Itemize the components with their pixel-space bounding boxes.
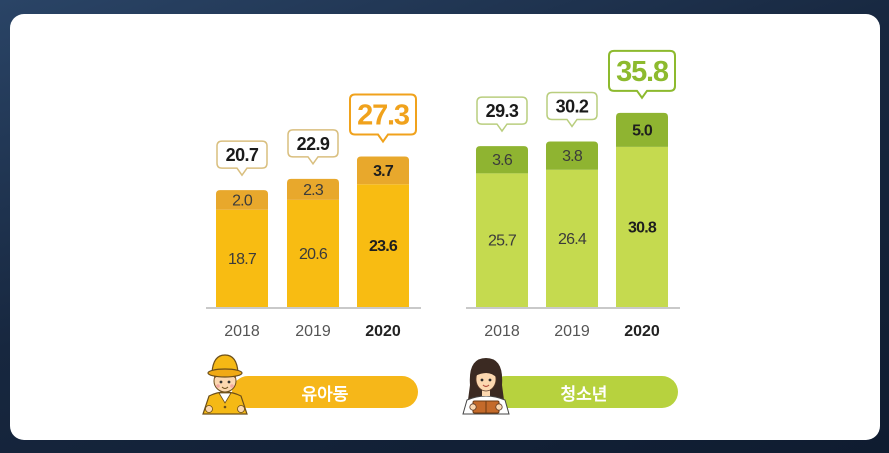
bar-segment-value: 25.7	[488, 233, 517, 250]
content-card	[10, 14, 880, 440]
bar-segment-value: 30.8	[628, 219, 657, 236]
bar-segment-top	[616, 112, 668, 147]
bar-segment-top	[357, 156, 409, 185]
bar-total-value: 29.3	[486, 101, 519, 121]
x-tick-label: 2018	[484, 323, 520, 340]
bar-segment-value: 3.6	[492, 152, 513, 169]
shirt-collar	[218, 392, 232, 404]
bar-segment-bottom	[216, 209, 268, 307]
left-eye	[219, 380, 223, 384]
left-hand	[469, 403, 477, 411]
group-label-pill-children: 유아동	[232, 376, 418, 408]
x-tick-label: 2018	[224, 323, 260, 340]
bangs	[475, 363, 498, 378]
bar-segment-bottom	[357, 184, 409, 307]
x-tick-label: 2019	[295, 323, 331, 340]
total-callout-box	[546, 91, 598, 128]
stacked-bar-chart-1: 25.7 3.6 29.3 2018 26.4 3.8 30.2 2019 30.8 5.0 35.…	[466, 49, 680, 340]
right-eye	[488, 378, 492, 382]
bar-segment-value: 20.6	[299, 246, 328, 263]
bar-segment-value: 2.3	[303, 182, 324, 199]
bar-segment-value: 26.4	[558, 231, 587, 248]
x-tick-label: 2019	[554, 323, 590, 340]
stacked-bar-chart-0: 18.7 2.0 20.7 2018 20.6 2.3 22.9 2019 23.6 3.7 27.…	[206, 93, 421, 340]
bar-segment-value: 23.6	[369, 238, 398, 255]
right-cheek	[230, 384, 234, 388]
left-hand	[205, 405, 213, 413]
bar-total-value: 35.8	[616, 56, 669, 88]
total-callout-box	[349, 93, 417, 144]
group-label-children: 유아동	[301, 384, 349, 405]
bar-segment-top	[546, 141, 598, 170]
bar-segment-top	[287, 178, 339, 200]
bar-total-value: 30.2	[556, 96, 589, 116]
x-tick-label: 2020	[365, 323, 401, 340]
bar-total-value: 20.7	[226, 145, 259, 165]
right-hand	[237, 405, 245, 413]
bar-total-value: 27.3	[357, 100, 410, 132]
teen-girl-icon	[462, 358, 510, 415]
right-hand	[495, 403, 503, 411]
bar-segment-bottom	[546, 169, 598, 307]
mouth	[221, 386, 229, 389]
bar-total-value: 22.9	[297, 134, 330, 154]
bar-segment-value: 3.7	[373, 163, 394, 180]
hat-dome	[211, 354, 239, 374]
right-eye	[227, 380, 231, 384]
bar-segment-top	[476, 146, 528, 174]
bar-segment-bottom	[287, 199, 339, 307]
group-label-pill-teens: 청소년	[490, 376, 678, 408]
bar-segment-value: 2.0	[232, 192, 253, 209]
neck	[482, 389, 490, 396]
left-eye	[480, 378, 484, 382]
bar-segment-bottom	[476, 173, 528, 307]
total-callout-box	[216, 140, 268, 177]
total-callout-box	[608, 49, 676, 100]
total-callout-box	[476, 96, 528, 133]
hat-brim	[207, 368, 243, 378]
bar-segment-value: 18.7	[228, 251, 257, 268]
bar-segment-top	[216, 190, 268, 210]
group-label-teens: 청소년	[560, 384, 608, 405]
bar-segment-bottom	[616, 146, 668, 307]
child-icon	[202, 354, 248, 415]
mouth	[482, 384, 490, 388]
bar-segment-value: 3.8	[562, 148, 583, 165]
x-tick-label: 2020	[624, 323, 660, 340]
left-cheek	[216, 384, 220, 388]
total-callout-box	[287, 129, 339, 166]
bar-segment-value: 5.0	[632, 122, 653, 139]
coat-button	[223, 405, 227, 409]
